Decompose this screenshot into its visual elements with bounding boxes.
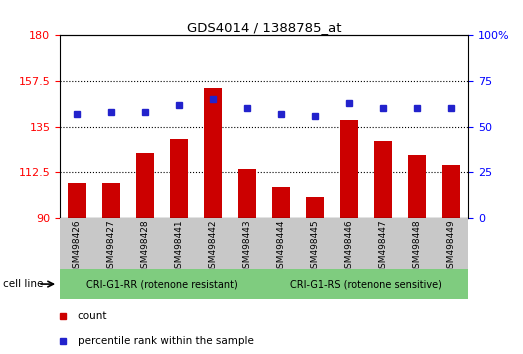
Bar	[374, 141, 392, 218]
Bar	[434, 218, 468, 269]
Text: GSM498441: GSM498441	[175, 219, 184, 274]
Text: GSM498445: GSM498445	[311, 219, 320, 274]
Text: GSM498426: GSM498426	[73, 219, 82, 274]
Title: GDS4014 / 1388785_at: GDS4014 / 1388785_at	[187, 21, 342, 34]
Bar	[162, 218, 196, 269]
Text: GSM498443: GSM498443	[243, 219, 252, 274]
Bar	[298, 218, 332, 269]
Text: count: count	[77, 311, 107, 321]
Text: GSM498428: GSM498428	[141, 219, 150, 274]
Bar	[230, 218, 264, 269]
Bar	[306, 198, 324, 218]
Bar	[264, 269, 468, 299]
Bar	[400, 218, 434, 269]
Bar	[366, 218, 400, 269]
Bar	[94, 218, 128, 269]
Bar	[238, 169, 256, 218]
Text: GSM498444: GSM498444	[277, 219, 286, 274]
Text: GSM498447: GSM498447	[379, 219, 388, 274]
Bar	[332, 218, 366, 269]
Bar	[102, 183, 120, 218]
Text: GSM498449: GSM498449	[447, 219, 456, 274]
Text: percentile rank within the sample: percentile rank within the sample	[77, 336, 254, 346]
Text: GSM498446: GSM498446	[345, 219, 354, 274]
Bar	[408, 155, 426, 218]
Bar	[196, 218, 230, 269]
Bar	[442, 165, 460, 218]
Bar	[136, 153, 154, 218]
Bar	[272, 187, 290, 218]
Bar	[128, 218, 162, 269]
Bar	[60, 218, 94, 269]
Text: GSM498448: GSM498448	[413, 219, 422, 274]
Bar	[204, 88, 222, 218]
Text: CRI-G1-RR (rotenone resistant): CRI-G1-RR (rotenone resistant)	[86, 279, 238, 289]
Text: GSM498442: GSM498442	[209, 219, 218, 274]
Bar	[68, 183, 86, 218]
Text: GSM498427: GSM498427	[107, 219, 116, 274]
Bar	[264, 218, 298, 269]
Bar	[170, 139, 188, 218]
Text: cell line: cell line	[3, 279, 43, 289]
Bar	[60, 269, 264, 299]
Text: CRI-G1-RS (rotenone sensitive): CRI-G1-RS (rotenone sensitive)	[290, 279, 442, 289]
Bar	[340, 120, 358, 218]
